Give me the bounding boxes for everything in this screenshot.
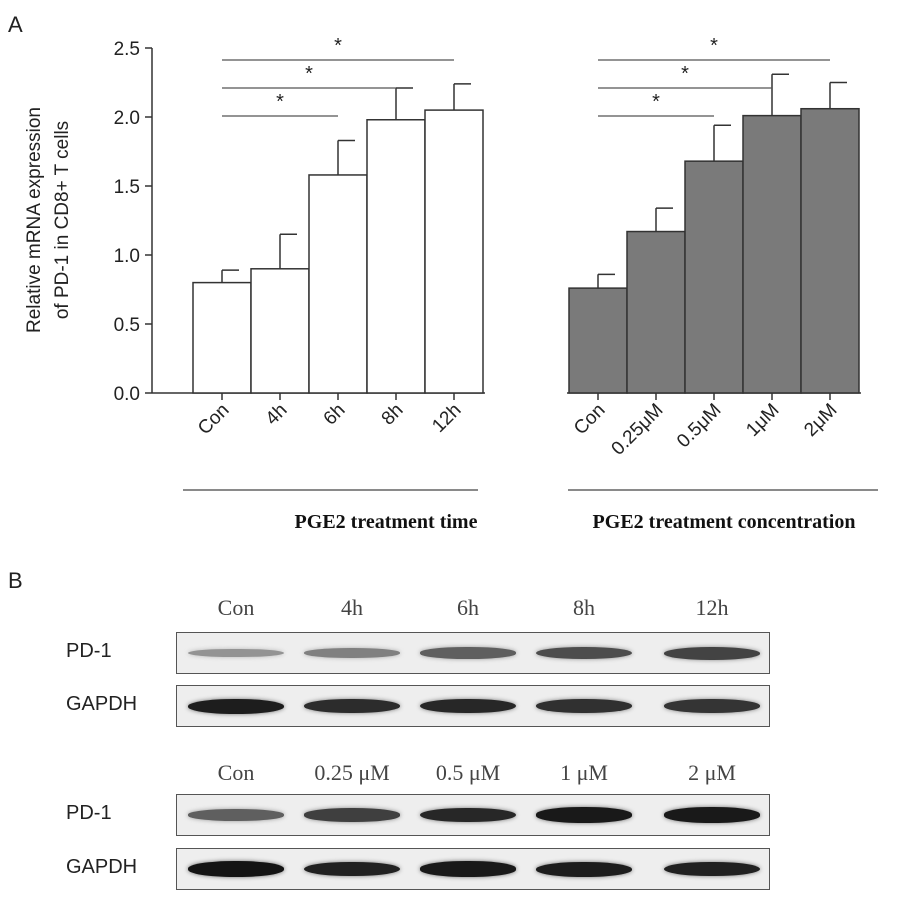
protein-band: [420, 861, 516, 877]
lane-label: 4h: [341, 595, 363, 620]
x-tick-label: 6h: [320, 400, 350, 430]
protein-band: [420, 807, 516, 823]
protein-band: [420, 698, 516, 714]
x-tick-label: 0.5μM: [673, 400, 725, 452]
protein-label: PD-1: [66, 802, 112, 824]
lane-label: 2 μM: [688, 760, 736, 785]
x-tick-label: Con: [194, 400, 233, 439]
bar: [366, 119, 426, 394]
significance-star: *: [276, 91, 284, 113]
lane-label: 1 μM: [560, 760, 608, 785]
y-axis-label-line: Relative mRNA expression: [24, 107, 45, 333]
protein-label: GAPDH: [66, 856, 138, 878]
group-title: PGE2 treatment time: [295, 511, 478, 533]
bar: [568, 287, 628, 394]
bar: [250, 268, 310, 394]
protein-band: [304, 808, 400, 822]
protein-band: [664, 646, 760, 660]
panel-b-label: B: [8, 568, 23, 593]
protein-label: GAPDH: [66, 693, 138, 715]
significance-star: *: [710, 35, 718, 57]
group-title: PGE2 treatment concentration: [593, 511, 856, 533]
bar: [800, 107, 860, 394]
x-tick-label: Con: [570, 400, 609, 439]
significance-star: *: [334, 35, 342, 57]
protein-band: [188, 809, 284, 821]
x-tick-label: 1μM: [742, 400, 783, 441]
protein-band: [188, 861, 284, 877]
protein-band: [304, 861, 400, 877]
y-tick-label: 2.0: [114, 108, 140, 129]
lane-label: Con: [217, 595, 255, 620]
x-tick-label: 8h: [378, 400, 408, 430]
protein-band: [536, 861, 632, 877]
protein-band: [664, 807, 760, 823]
y-tick-label: 1.5: [114, 177, 140, 198]
lane-label: 12h: [695, 595, 729, 620]
y-tick-label: 0.5: [114, 315, 140, 336]
x-tick-label: 2μM: [800, 400, 841, 441]
protein-band: [420, 647, 516, 659]
lane-label: Con: [217, 760, 255, 785]
protein-band: [304, 648, 400, 658]
bar: [684, 160, 744, 394]
protein-label: PD-1: [66, 640, 112, 662]
bar: [626, 230, 686, 394]
protein-band: [188, 648, 284, 658]
panel-a-label: A: [8, 12, 23, 37]
lane-label: 0.5 μM: [435, 760, 501, 785]
lane-label: 8h: [573, 595, 595, 620]
bar: [424, 109, 484, 394]
x-tick-label: 0.25μM: [608, 400, 668, 460]
x-tick-label: 12h: [428, 400, 465, 437]
protein-band: [664, 861, 760, 877]
significance-star: *: [305, 63, 313, 85]
significance-star: *: [681, 63, 689, 85]
y-tick-label: 0.0: [114, 384, 140, 405]
x-tick-label: 4h: [262, 400, 292, 430]
western-blot-panel: Con 4h 6h 8h 12h PD-1 GAPDH Con 0.25 μM 0.5 μM 1 μ…: [0, 555, 924, 907]
y-axis-label: Relative mRNA expression of PD-1 in CD8+ …: [24, 107, 73, 333]
protein-band: [664, 699, 760, 713]
bar: [192, 281, 252, 394]
protein-band: [536, 646, 632, 660]
y-tick-label: 1.0: [114, 246, 140, 267]
protein-band: [536, 699, 632, 713]
bar-chart: 0.0 0.5 1.0 1.5 2.0 2.5 Relative mRNA expressi…: [24, 35, 878, 533]
lane-label: 0.25 μM: [314, 760, 390, 785]
bar: [742, 114, 802, 394]
protein-band: [536, 807, 632, 823]
bar: [308, 174, 368, 394]
lane-label: 6h: [457, 595, 479, 620]
significance-star: *: [652, 91, 660, 113]
y-axis-label-line: of PD-1 in CD8+ T cells: [52, 121, 73, 319]
y-tick-label: 2.5: [114, 39, 140, 60]
protein-band: [188, 698, 284, 714]
protein-band: [304, 698, 400, 714]
